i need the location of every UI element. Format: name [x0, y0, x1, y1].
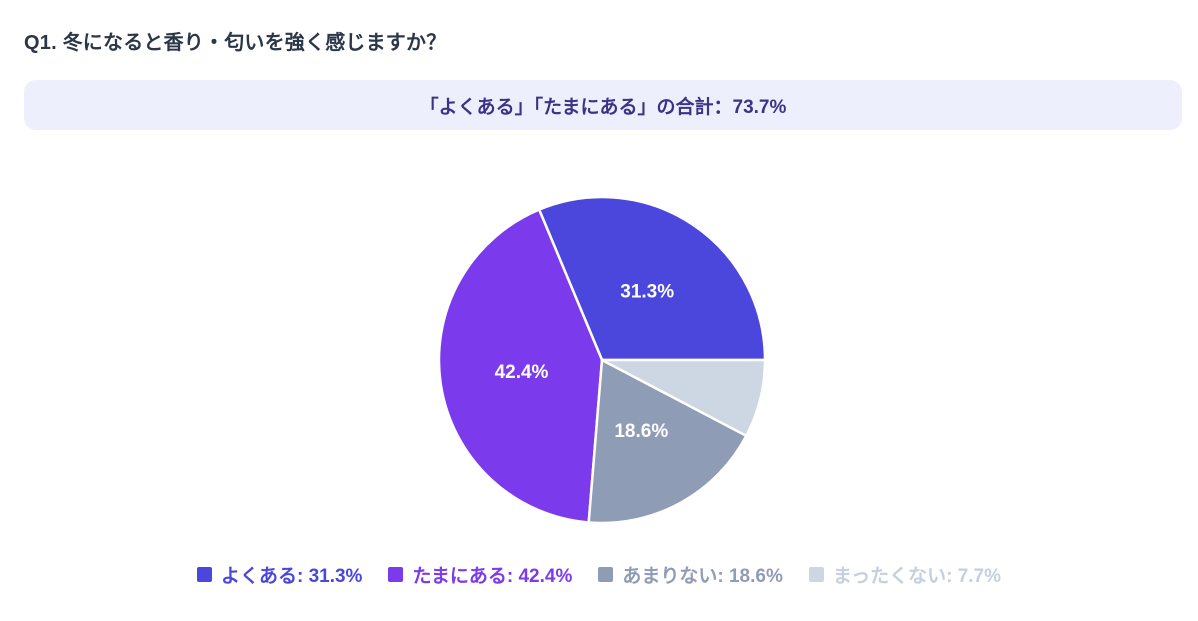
legend-label: あまりない: 18.6% [622, 565, 783, 587]
pie-slice-2[interactable] [587, 358, 748, 525]
pie-slice-3[interactable] [600, 358, 767, 438]
summary-banner-text: 「よくある」「たまにある」の合計：73.7% [419, 96, 787, 118]
summary-banner: 「よくある」「たまにある」の合計：73.7% [24, 80, 1182, 130]
legend-swatch-icon [196, 566, 212, 582]
legend-swatch-icon [388, 566, 404, 582]
legend-item-0[interactable]: よくある: 31.3% [196, 561, 363, 588]
legend-label: たまにある: 42.4% [412, 565, 573, 587]
legend-item-2[interactable]: あまりない: 18.6% [598, 561, 783, 588]
legend-label: よくある: 31.3% [220, 565, 363, 587]
pie-chart: 31.3% 42.4% 18.6% [432, 190, 772, 530]
pie-chart-svg: 31.3% 42.4% 18.6% [437, 195, 767, 525]
legend-item-1[interactable]: たまにある: 42.4% [388, 561, 572, 588]
chart-legend: よくある: 31.3% たまにある: 42.4% あまりない: 18.6% まったくな… [0, 560, 1198, 588]
pie-slice-1[interactable] [437, 208, 604, 524]
pie-slice-label-0: 31.3% [620, 282, 674, 303]
page-title: Q1. 冬になると香り・匂いを強く感じますか？ [24, 32, 447, 54]
legend-label: まったくない: 7.7% [832, 565, 1002, 587]
pie-slice-label-2: 18.6% [614, 421, 668, 442]
pie-slice-0[interactable] [537, 195, 767, 362]
pie-slice-label-1: 42.4% [495, 362, 549, 383]
legend-swatch-icon [808, 566, 824, 582]
legend-item-3[interactable]: まったくない: 7.7% [808, 561, 1002, 588]
legend-swatch-icon [598, 566, 614, 582]
